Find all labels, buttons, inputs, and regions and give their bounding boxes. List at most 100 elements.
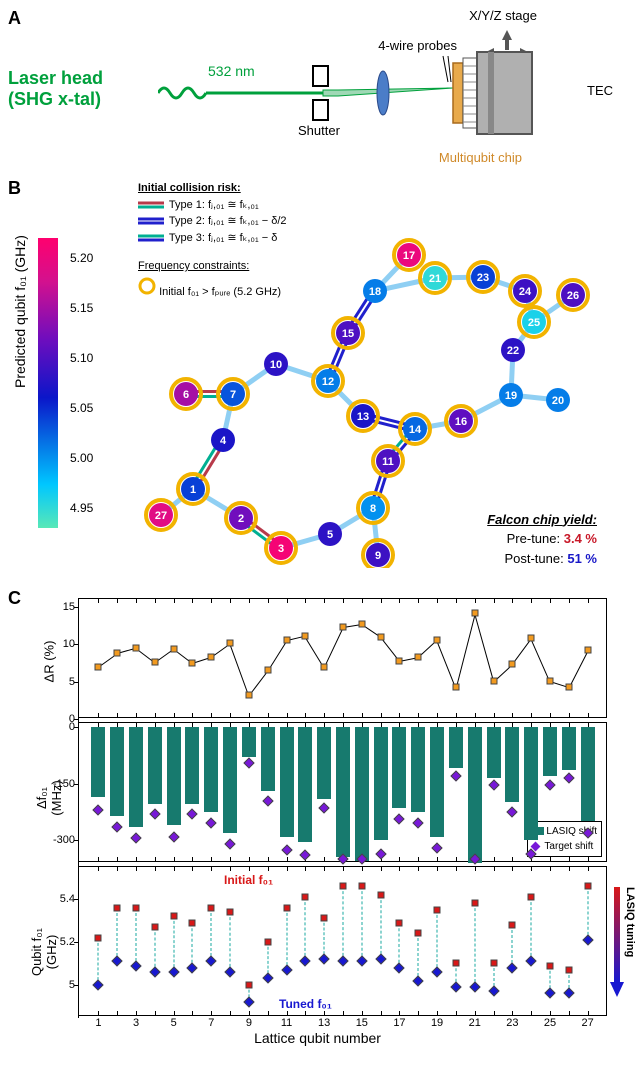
tuned-point [112, 956, 123, 967]
legend-title: Initial collision risk: [138, 182, 241, 194]
tuned-point [206, 956, 217, 967]
target-diamond [112, 821, 123, 832]
dr-point [95, 663, 102, 670]
svg-text:3: 3 [278, 543, 284, 555]
subplot-delta-f: Δf₀₁ (MHz) LASIQ shift Target shift 0-15… [79, 722, 607, 862]
lasiq-bar [411, 727, 425, 812]
dr-point [415, 653, 422, 660]
tuned-point [168, 966, 179, 977]
target-diamond [93, 804, 104, 815]
tuned-point [243, 996, 254, 1007]
lasiq-bar [261, 727, 275, 791]
dr-point [528, 635, 535, 642]
svg-text:22: 22 [507, 345, 519, 357]
tuned-point [525, 956, 536, 967]
cb-tick: 5.05 [70, 401, 110, 415]
tuned-point [488, 986, 499, 997]
dr-point [546, 677, 553, 684]
dr-point [227, 640, 234, 647]
lasiq-bar [430, 727, 444, 837]
svg-text:15: 15 [342, 328, 354, 340]
target-diamond [394, 814, 405, 825]
initial-point [434, 906, 441, 913]
lasiq-bar [148, 727, 162, 805]
lasiq-arrow-label: LASIQ tuning [610, 887, 622, 957]
xtick: 13 [318, 1015, 330, 1029]
xtick: 5 [171, 1015, 177, 1029]
lasiq-arrow-text: LASIQ tuning [624, 887, 635, 957]
initial-point [151, 924, 158, 931]
svg-text:13: 13 [357, 411, 369, 423]
dr-point [490, 677, 497, 684]
initial-point [340, 883, 347, 890]
svg-text:10: 10 [270, 359, 282, 371]
initial-annotation: Initial f₀₁ [224, 873, 273, 887]
lasiq-bar [468, 727, 482, 863]
dr-point [340, 623, 347, 630]
svg-text:20: 20 [552, 395, 564, 407]
panel-b-colorbar [48, 238, 68, 528]
target-diamond [262, 795, 273, 806]
lasiq-bar [449, 727, 463, 769]
initial-point [528, 894, 535, 901]
target-diamond [224, 838, 235, 849]
xtick: 25 [544, 1015, 556, 1029]
subplot-qubit-f: Qubit f₀₁ (GHz) Initial f₀₁ Tuned f₀₁ LA… [79, 866, 607, 1016]
panel-c-label: C [8, 588, 21, 609]
dr-point [471, 610, 478, 617]
lasiq-bar [167, 727, 181, 825]
legend-target: Target shift [544, 841, 593, 852]
dr-point [434, 636, 441, 643]
tuned-point [450, 981, 461, 992]
lasiq-bar [242, 727, 256, 757]
xtick: 9 [246, 1015, 252, 1029]
svg-text:21: 21 [429, 273, 441, 285]
cb-tick: 5.20 [70, 251, 110, 265]
lasiq-bar [185, 727, 199, 805]
dr-point [114, 650, 121, 657]
target-diamond [168, 831, 179, 842]
cb-tick: 5.15 [70, 301, 110, 315]
svg-text:8: 8 [370, 503, 376, 515]
xtick: 3 [133, 1015, 139, 1029]
svg-text:11: 11 [382, 456, 394, 468]
target-diamond [375, 848, 386, 859]
lasiq-bar [392, 727, 406, 808]
initial-point [565, 966, 572, 973]
xtick: 1 [95, 1015, 101, 1029]
cb-tick: 5.10 [70, 351, 110, 365]
panel-a-label: A [8, 8, 21, 29]
svg-text:25: 25 [528, 317, 540, 329]
lasiq-bar [562, 727, 576, 771]
target-diamond [206, 818, 217, 829]
lasiq-bar [355, 727, 369, 861]
dr-point [264, 667, 271, 674]
target-diamond [130, 833, 141, 844]
initial-point [283, 904, 290, 911]
panel-c-charts: ΔR (%) 051015 Δf₀₁ (MHz) LASIQ shift Tar… [78, 598, 607, 1018]
target-diamond [281, 844, 292, 855]
panel-c-xlabel: Lattice qubit number [254, 1030, 381, 1046]
initial-point [227, 909, 234, 916]
initial-point [452, 960, 459, 967]
lasiq-bar [110, 727, 124, 816]
xtick: 19 [431, 1015, 443, 1029]
panel-c: C ΔR (%) 051015 Δf₀₁ (MHz) LASIQ shift T… [8, 588, 627, 1048]
initial-point [321, 915, 328, 922]
ylabel-dr: ΔR (%) [42, 637, 57, 687]
dr-point [509, 660, 516, 667]
tuned-point [130, 960, 141, 971]
initial-point [302, 894, 309, 901]
tuned-point [187, 962, 198, 973]
target-diamond [431, 842, 442, 853]
xtick: 23 [506, 1015, 518, 1029]
lasiq-bar [280, 727, 294, 837]
svg-text:2: 2 [238, 513, 244, 525]
tuned-point [319, 953, 330, 964]
target-diamond [413, 818, 424, 829]
svg-text:26: 26 [567, 290, 579, 302]
initial-point [471, 900, 478, 907]
initial-point [264, 939, 271, 946]
tuned-point [431, 966, 442, 977]
xtick: 15 [356, 1015, 368, 1029]
